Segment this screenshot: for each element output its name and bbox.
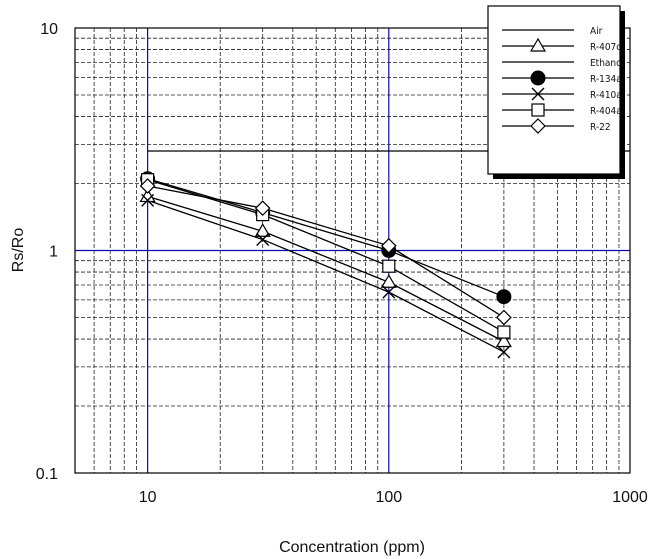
series-line (147, 178, 505, 298)
data-point (531, 103, 545, 117)
x-axis-title: Concentration (ppm) (279, 539, 425, 556)
x-tick-label: 10 (139, 489, 157, 506)
data-point (530, 118, 546, 134)
y-axis-title: Rs/Ro (10, 228, 27, 273)
data-point (139, 178, 156, 194)
data-point (256, 233, 270, 247)
data-point (497, 325, 511, 339)
y-tick-label: 1 (49, 244, 58, 261)
data-point (382, 285, 396, 299)
plot-frame (74, 27, 631, 474)
x-tick-label: 1000 (612, 489, 648, 506)
series-line (147, 195, 505, 343)
legend-label: R-134a (590, 74, 622, 85)
data-point (382, 259, 396, 273)
data-point (531, 87, 545, 101)
data-point (495, 333, 512, 348)
series-layer (139, 150, 630, 359)
data-point (530, 70, 546, 86)
series-line (147, 179, 505, 333)
data-point (496, 309, 512, 326)
data-point (380, 237, 397, 254)
data-point (141, 193, 155, 207)
y-tick-label: 10 (40, 21, 58, 38)
legend-label: R-407c (590, 42, 621, 53)
series-line (147, 199, 505, 353)
axis-ticks: 10 100 1000 10 1 0.1 (36, 21, 648, 506)
data-point (380, 274, 397, 288)
data-point (139, 188, 156, 203)
legend-label: Ethanol (590, 58, 624, 69)
data-point (496, 289, 512, 305)
series-line (147, 185, 505, 319)
data-point (497, 345, 511, 359)
x-tick-label: 100 (375, 489, 402, 506)
legend-label: Air (590, 26, 603, 37)
legend: Air R-407c Ethanol R-134a R-410a R-404a R-22 (487, 5, 625, 179)
legend-label: R-404a (590, 106, 622, 117)
legend-label: R-22 (590, 122, 611, 133)
legend-box (487, 5, 621, 175)
data-point (254, 223, 271, 237)
data-point (529, 37, 547, 52)
data-point (254, 200, 271, 216)
legend-label: R-410a (590, 90, 622, 101)
y-tick-label: 0.1 (36, 466, 58, 483)
